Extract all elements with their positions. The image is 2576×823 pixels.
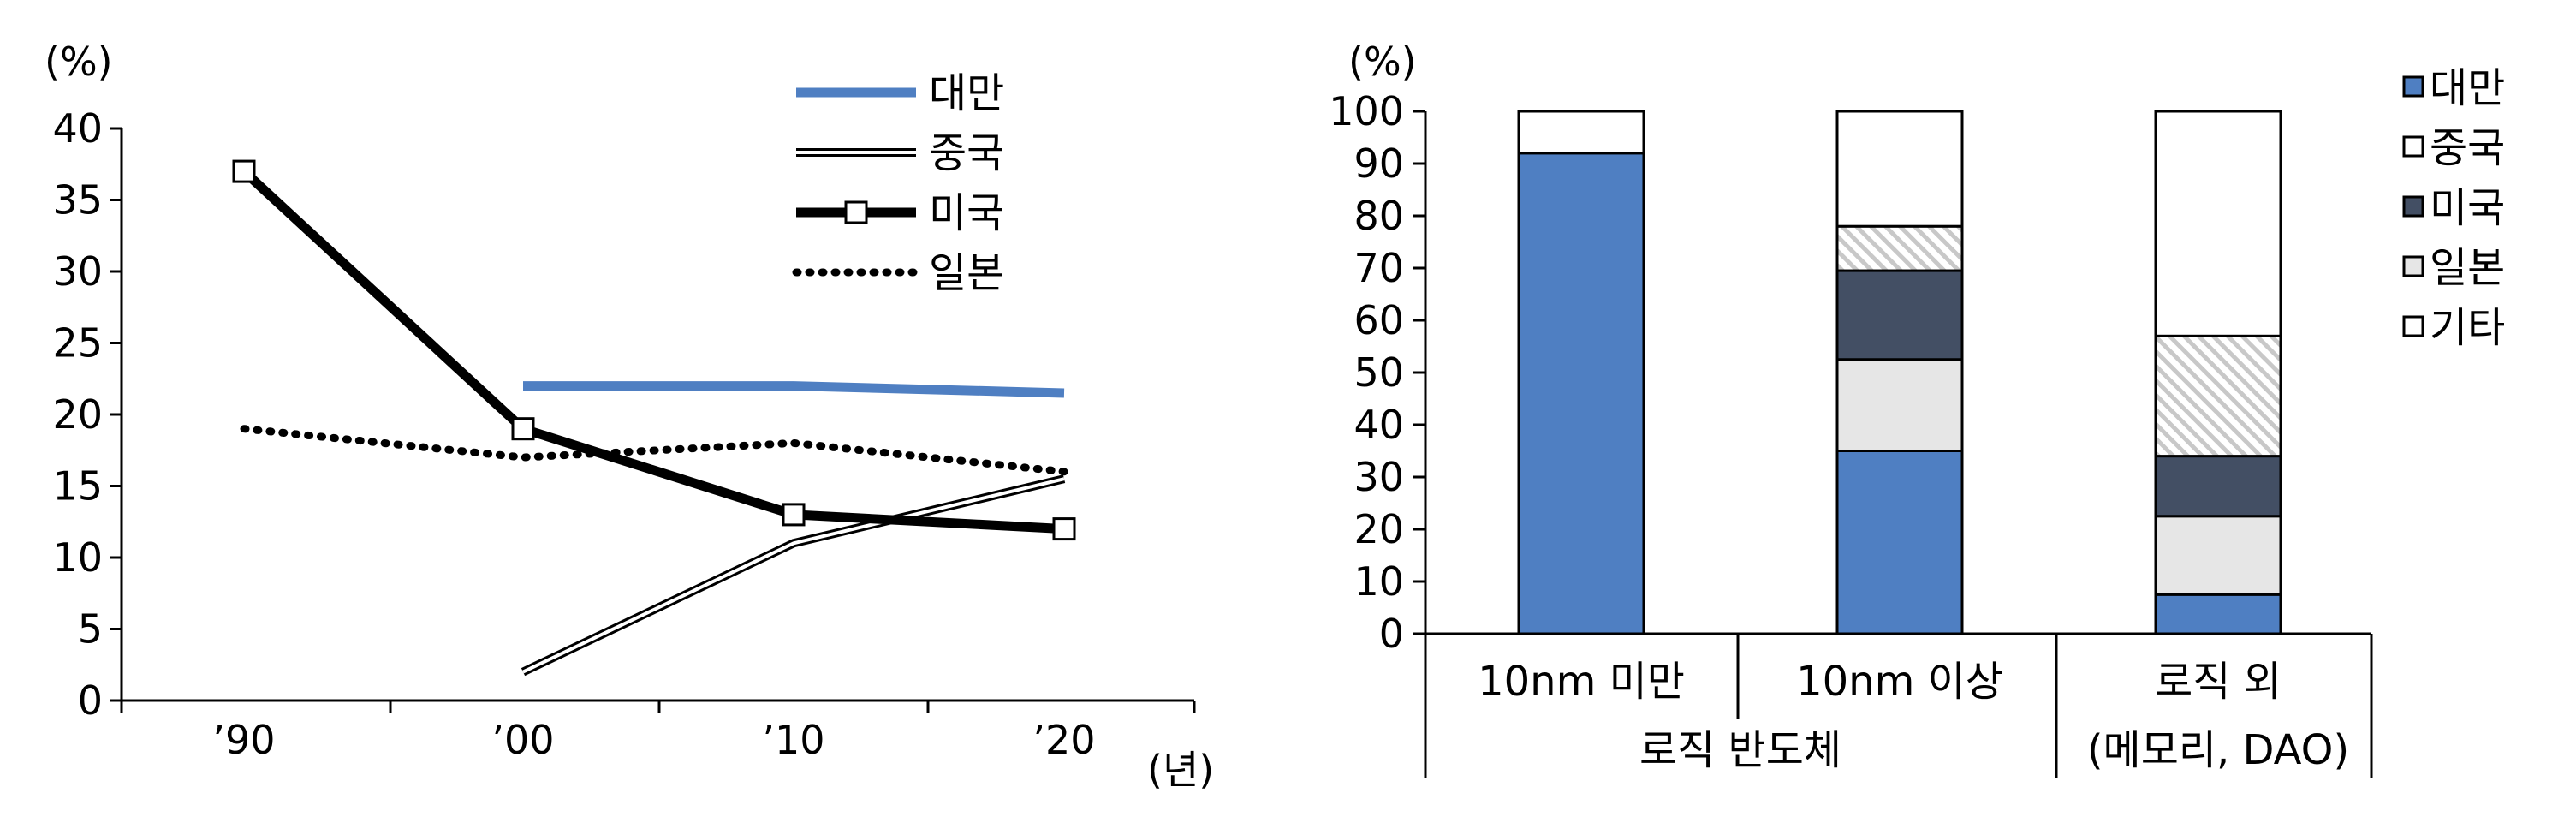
line-y-tick-label: 5 (78, 606, 103, 653)
bar-segment-미국 (1835, 269, 1964, 361)
line-y-tick-label: 35 (52, 177, 103, 224)
bar-category-label: 10nm 이상 (1796, 658, 2003, 706)
bar-legend-swatch-중국 (2402, 135, 2424, 158)
line-y-tick-label: 30 (52, 248, 103, 295)
line-y-tick-label: 0 (78, 677, 103, 724)
line-legend-label: 대만 (929, 69, 1004, 117)
line-series-중국 (522, 477, 1065, 674)
line-y-tick-label: 20 (52, 391, 103, 438)
line-x-unit: (년) (1147, 747, 1214, 793)
bar-category-label: 10nm 미만 (1478, 658, 1685, 706)
bar-segment-기타 (1835, 110, 1964, 228)
bar-y-tick-label: 10 (1353, 558, 1404, 605)
line-series-미국 (241, 168, 1065, 534)
bar-segment-중국 (1835, 224, 1964, 272)
bar-stacks (1517, 110, 2282, 635)
bar-categories: 10nm 미만 10nm 이상 로직 외로직 반도체 (메모리, DAO) (1478, 634, 2373, 778)
line-y-tick-label: 10 (52, 534, 103, 581)
line-y-tick-label: 15 (52, 463, 103, 510)
line-y-ticks: 0 5 10 15 20 25 30 35 40 (52, 105, 122, 724)
bar-y-tick-label: 40 (1353, 402, 1404, 448)
line-point-미국 (1052, 517, 1076, 541)
line-legend-marker-미국 (844, 200, 868, 224)
bar-y-ticks: 0 10 20 30 40 50 60 70 80 90 100 (1329, 88, 1425, 657)
line-chart: (%) 0 5 10 15 20 25 30 35 40 ’90 ’00 ’10 ’20 (년) 대만… (45, 39, 1214, 793)
line-point-미국 (232, 159, 256, 183)
bar-segment-대만 (1517, 152, 1645, 635)
bar-y-tick-label: 70 (1353, 245, 1404, 291)
bar-legend-label: 미국 (2430, 184, 2505, 232)
line-x-tick-label: ’10 (762, 717, 824, 763)
bar-category-group-label: 로직 반도체 (1639, 726, 1841, 774)
line-point-미국 (511, 417, 535, 441)
bar-legend-label: 중국 (2430, 124, 2505, 172)
bar-y-tick-label: 90 (1353, 140, 1404, 187)
bar-segment-일본 (1835, 358, 1964, 452)
line-x-tick-label: ’20 (1032, 717, 1095, 763)
bar-legend-swatch-기타 (2402, 315, 2424, 337)
bar-category-group-label: (메모리, DAO) (2087, 726, 2349, 774)
bar-y-unit: (%) (1348, 39, 1417, 85)
bar-chart: (%) 0 10 20 30 40 50 60 70 80 90 100 10nm 미만 10nm 이… (1329, 39, 2505, 778)
bar-y-tick-label: 30 (1353, 454, 1404, 500)
bar-y-tick-label: 60 (1353, 297, 1404, 343)
bar-segment-일본 (2154, 515, 2282, 596)
line-point-미국 (782, 503, 806, 527)
line-y-unit: (%) (45, 39, 113, 85)
bar-legend-label: 일본 (2430, 244, 2505, 292)
bar-legend-label: 기타 (2430, 304, 2505, 352)
bar-legend-swatch-미국 (2402, 195, 2424, 218)
bar-segment-기타 (1517, 110, 1645, 155)
line-series-group (232, 159, 1076, 677)
line-y-tick-label: 25 (52, 320, 103, 367)
line-series-대만 (523, 381, 1065, 398)
bar-legend-swatch-일본 (2402, 255, 2424, 277)
bar-segment-대만 (1835, 450, 1964, 635)
line-legend-label: 중국 (929, 129, 1004, 177)
line-legend-label: 미국 (929, 189, 1004, 237)
bar-legend-label: 대만 (2430, 64, 2505, 112)
bar-y-tick-label: 80 (1353, 193, 1404, 239)
bar-segment-미국 (2154, 455, 2282, 518)
bar-y-tick-label: 20 (1353, 506, 1404, 552)
line-series-일본 (240, 425, 1068, 476)
line-x-tick-label: ’00 (491, 717, 554, 763)
bar-category-label: 로직 외 (2155, 658, 2282, 706)
bar-segment-기타 (2154, 110, 2282, 337)
line-x-tick-label: ’90 (212, 717, 275, 763)
line-y-tick-label: 40 (52, 105, 103, 152)
bar-legend-swatch-대만 (2402, 75, 2424, 98)
bar-y-tick-label: 50 (1353, 349, 1404, 396)
bar-segment-대만 (2154, 593, 2282, 635)
bar-segment-중국 (2154, 334, 2282, 458)
line-x-ticks: ’90 ’00 ’10 ’20 (120, 701, 1196, 763)
bar-y-tick-label: 0 (1379, 611, 1404, 657)
bar-y-tick-label: 100 (1329, 88, 1404, 134)
line-legend-label: 일본 (929, 249, 1004, 297)
